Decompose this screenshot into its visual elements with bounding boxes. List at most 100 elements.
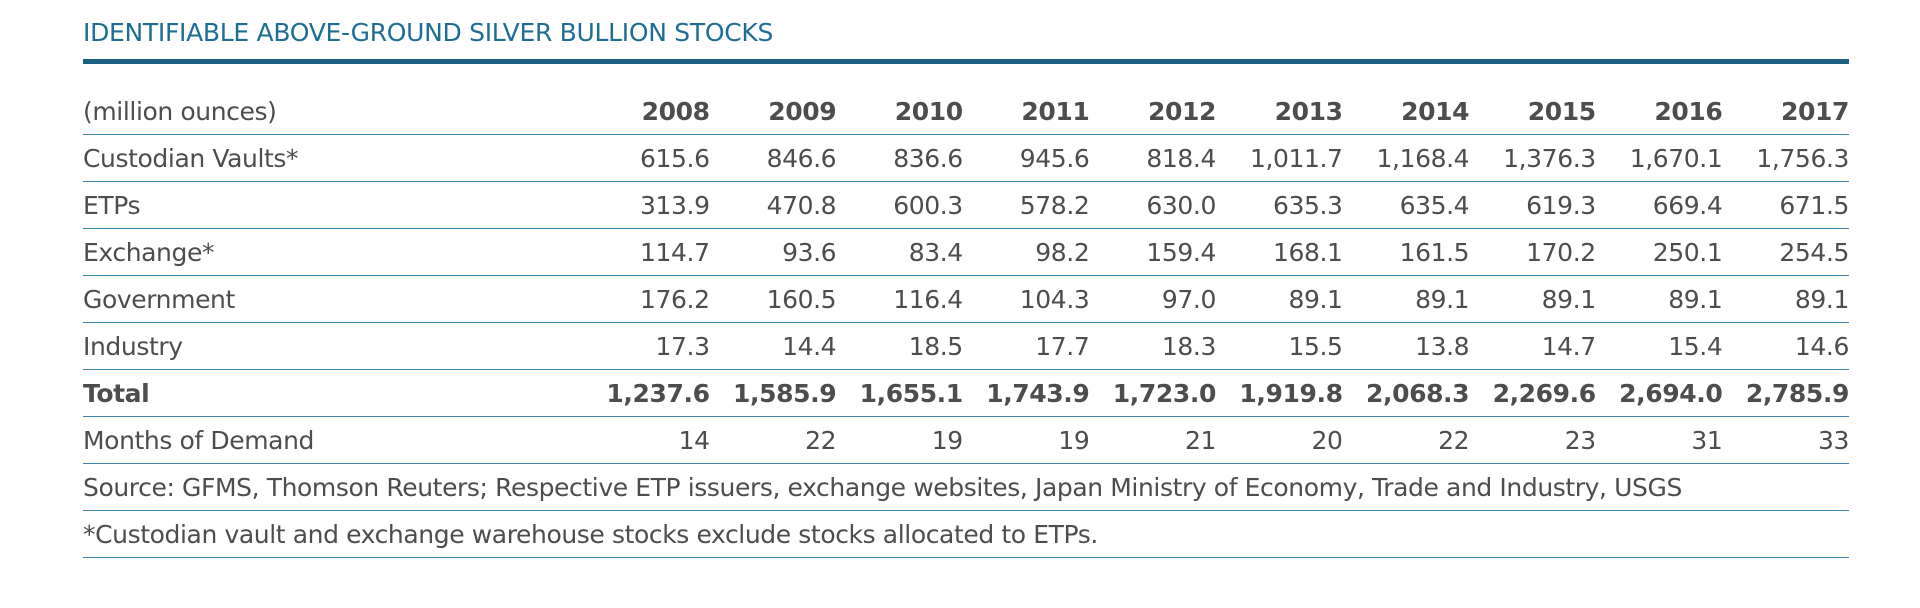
year-header: 2016 [1595, 88, 1723, 135]
row-label: Months of Demand [83, 416, 583, 464]
table-cell: 31 [1595, 416, 1723, 464]
table-row-exchange: Exchange* 114.7 93.6 83.4 98.2 159.4 168… [83, 228, 1849, 276]
table-cell: 619.3 [1469, 181, 1596, 229]
row-label: Custodian Vaults* [83, 134, 583, 182]
table-cell: 1,743.9 [962, 369, 1090, 417]
table-cell: 14.6 [1722, 322, 1849, 370]
table-cell: 846.6 [709, 134, 837, 182]
table-cell: 83.4 [836, 228, 963, 276]
table-cell: 17.3 [583, 322, 710, 370]
table-cell: 2,694.0 [1595, 369, 1723, 417]
row-label: ETPs [83, 181, 583, 229]
unit-label: (million ounces) [83, 88, 583, 135]
table-cell: 635.3 [1215, 181, 1343, 229]
table-cell: 93.6 [709, 228, 837, 276]
table-cell: 578.2 [962, 181, 1090, 229]
table-cell: 13.8 [1342, 322, 1470, 370]
table-row-industry: Industry 17.3 14.4 18.5 17.7 18.3 15.5 1… [83, 322, 1849, 370]
table-cell: 160.5 [709, 275, 837, 323]
table-cell: 20 [1215, 416, 1343, 464]
table-cell: 116.4 [836, 275, 963, 323]
table-cell: 2,068.3 [1342, 369, 1470, 417]
year-header: 2010 [836, 88, 963, 135]
footnote: *Custodian vault and exchange warehouse … [83, 510, 1849, 558]
table-cell: 14.4 [709, 322, 837, 370]
table-cell: 89.1 [1595, 275, 1723, 323]
table-title: IDENTIFIABLE ABOVE-GROUND SILVER BULLION… [83, 18, 774, 47]
table-cell: 18.5 [836, 322, 963, 370]
row-label: Total [83, 369, 583, 417]
table-cell: 1,011.7 [1215, 134, 1343, 182]
table-cell: 176.2 [583, 275, 710, 323]
table-cell: 671.5 [1722, 181, 1849, 229]
table-cell: 21 [1089, 416, 1216, 464]
table-cell: 89.1 [1469, 275, 1596, 323]
table-cell: 22 [1342, 416, 1470, 464]
table-row-months-of-demand: Months of Demand 14 22 19 19 21 20 22 23… [83, 416, 1849, 464]
table-cell: 1,919.8 [1215, 369, 1343, 417]
table-cell: 14 [583, 416, 710, 464]
table-cell: 159.4 [1089, 228, 1216, 276]
table-cell: 114.7 [583, 228, 710, 276]
table-cell: 19 [962, 416, 1090, 464]
table-cell: 615.6 [583, 134, 710, 182]
table-cell: 1,376.3 [1469, 134, 1596, 182]
table-cell: 635.4 [1342, 181, 1470, 229]
table-row-total: Total 1,237.6 1,585.9 1,655.1 1,743.9 1,… [83, 369, 1849, 417]
table-cell: 1,655.1 [836, 369, 963, 417]
table-cell: 1,237.6 [583, 369, 710, 417]
table-cell: 2,269.6 [1469, 369, 1596, 417]
table-cell: 470.8 [709, 181, 837, 229]
table-cell: 23 [1469, 416, 1596, 464]
table-cell: 1,756.3 [1722, 134, 1849, 182]
table-cell: 89.1 [1342, 275, 1470, 323]
table-cell: 18.3 [1089, 322, 1216, 370]
row-label: Industry [83, 322, 583, 370]
table-cell: 630.0 [1089, 181, 1216, 229]
table-row-custodian-vaults: Custodian Vaults* 615.6 846.6 836.6 945.… [83, 134, 1849, 182]
table-cell: 836.6 [836, 134, 963, 182]
table-cell: 97.0 [1089, 275, 1216, 323]
table-cell: 1,723.0 [1089, 369, 1216, 417]
table-cell: 254.5 [1722, 228, 1849, 276]
title-rule [83, 59, 1849, 64]
source-note: Source: GFMS, Thomson Reuters; Respectiv… [83, 463, 1849, 511]
table-cell: 170.2 [1469, 228, 1596, 276]
year-header: 2013 [1215, 88, 1343, 135]
table-cell: 669.4 [1595, 181, 1723, 229]
source-row: Source: GFMS, Thomson Reuters; Respectiv… [83, 463, 1849, 511]
table-cell: 1,168.4 [1342, 134, 1470, 182]
row-label: Exchange* [83, 228, 583, 276]
table-cell: 14.7 [1469, 322, 1596, 370]
year-header: 2009 [709, 88, 837, 135]
table-cell: 17.7 [962, 322, 1090, 370]
table-cell: 89.1 [1722, 275, 1849, 323]
table-cell: 15.5 [1215, 322, 1343, 370]
table-cell: 600.3 [836, 181, 963, 229]
table-cell: 104.3 [962, 275, 1090, 323]
table-cell: 1,585.9 [709, 369, 837, 417]
year-header: 2008 [583, 88, 710, 135]
silver-stocks-table: (million ounces) 2008 2009 2010 2011 201… [83, 88, 1849, 558]
table-cell: 22 [709, 416, 837, 464]
table-cell: 313.9 [583, 181, 710, 229]
year-header: 2014 [1342, 88, 1470, 135]
table-row-government: Government 176.2 160.5 116.4 104.3 97.0 … [83, 275, 1849, 323]
year-header: 2017 [1722, 88, 1849, 135]
table-row-etps: ETPs 313.9 470.8 600.3 578.2 630.0 635.3… [83, 181, 1849, 229]
header-row: (million ounces) 2008 2009 2010 2011 201… [83, 88, 1849, 135]
table-cell: 33 [1722, 416, 1849, 464]
table-cell: 945.6 [962, 134, 1090, 182]
table-cell: 15.4 [1595, 322, 1723, 370]
year-header: 2011 [962, 88, 1090, 135]
table-cell: 19 [836, 416, 963, 464]
table-cell: 818.4 [1089, 134, 1216, 182]
table-cell: 250.1 [1595, 228, 1723, 276]
table-cell: 161.5 [1342, 228, 1470, 276]
year-header: 2012 [1089, 88, 1216, 135]
table-cell: 1,670.1 [1595, 134, 1723, 182]
year-header: 2015 [1469, 88, 1596, 135]
footnote-row: *Custodian vault and exchange warehouse … [83, 510, 1849, 558]
row-label: Government [83, 275, 583, 323]
table-cell: 98.2 [962, 228, 1090, 276]
